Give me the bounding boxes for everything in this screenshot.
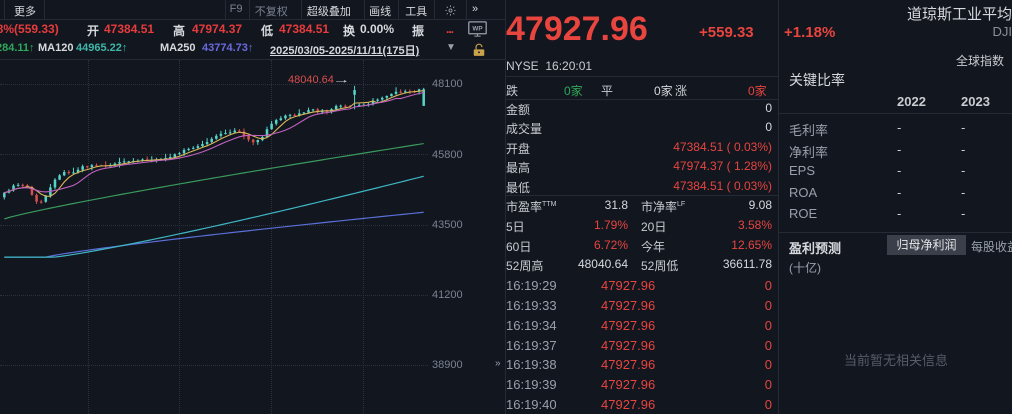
svg-text:WP: WP bbox=[472, 26, 482, 33]
